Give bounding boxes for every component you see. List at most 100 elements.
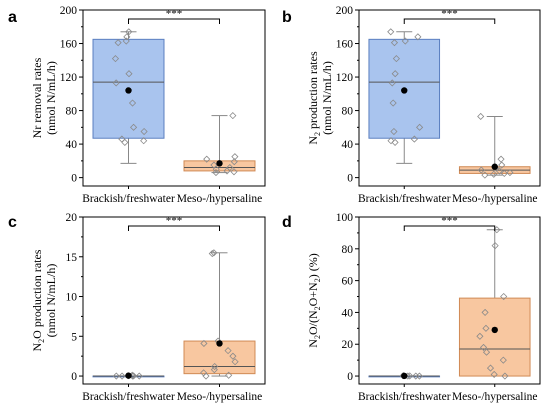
data-point [223,167,231,175]
mean-marker [401,87,408,94]
data-point [125,70,133,78]
data-point [135,372,143,380]
y-tick-label: 80 [66,106,78,118]
plot-frame [82,216,266,385]
data-point [392,55,400,63]
significance-bracket [128,18,220,24]
data-point [477,112,485,121]
plot-frame [82,9,266,187]
y-tick-label: 15 [66,252,78,264]
data-point [111,55,120,63]
significance-label: *** [441,8,458,20]
data-point [121,138,129,146]
y-tick-label: 40 [342,139,354,151]
x-category-label: Brackish/freshwater [358,391,451,403]
data-point [212,169,220,177]
data-point [500,292,508,301]
data-point [230,168,238,176]
data-point [495,167,503,175]
y-axis-unit: (nmol N/mL/h) [320,61,334,135]
y-axis-label: N2​O production rates [30,249,46,351]
data-point [210,366,218,374]
data-point [231,358,239,366]
y-axis-label: N2​O/(N2​O+N2​) (%) [306,253,322,347]
data-point [128,99,137,107]
data-point [412,372,420,380]
y-tick-label: 0 [347,173,353,185]
data-point [506,169,514,177]
significance-label: *** [166,215,183,227]
data-point [479,343,488,351]
x-category-label: Meso-/hypersaline [177,193,263,205]
data-point [140,137,148,145]
data-point [481,171,489,179]
y-tick-label: 200 [60,5,78,17]
plot-frame [358,9,541,187]
significance-label: *** [166,8,183,20]
y-tick-label: 60 [342,276,354,288]
y-tick-label: 10 [66,292,78,304]
mean-marker [125,87,132,94]
data-point [112,372,120,380]
data-point [229,352,237,360]
data-point [401,37,409,45]
data-point [490,170,498,178]
y-tick-label: 0 [347,371,353,383]
data-point [200,339,208,348]
x-category-label: Brackish/freshwater [82,193,175,205]
y-tick-label: 160 [336,39,354,51]
y-tick-label: 160 [60,39,78,51]
data-point [486,364,495,372]
y-tick-label: 0 [71,371,77,383]
data-point [498,161,506,169]
data-point [225,371,233,379]
y-axis-unit: (nmol N/mL/h) [44,61,58,135]
y-tick-label: 0 [71,173,77,185]
x-category-label: Meso-/hypersaline [452,391,538,403]
panel-letter: a [8,9,17,26]
mean-marker [491,326,498,334]
data-point [389,99,397,107]
data-point [212,165,220,173]
panel-letter: b [282,9,292,26]
y-tick-label: 40 [342,307,354,319]
data-point [211,362,219,371]
y-axis-unit: (nmol N/mL/h) [44,264,58,338]
data-point [208,250,216,258]
plot-frame [358,216,541,385]
x-category-label: Meso-/hypersaline [177,391,263,403]
y-tick-label: 80 [342,106,354,118]
box [458,297,531,377]
x-category-label: Brackish/freshwater [82,391,175,403]
data-point [499,356,507,364]
data-point [130,123,138,131]
data-point [391,70,399,78]
data-point [203,155,211,163]
mean-marker [125,372,132,379]
data-point [388,79,396,87]
panel-b: b 0 40 80 120 160 200 N2​ production rates(nmol… [282,5,541,205]
panel-c: c 0 5 10 15 20 N2​O production rates(nmol N/mL… [8,212,266,403]
data-point [230,158,238,166]
data-point [482,324,490,332]
data-point [476,332,484,340]
data-point [490,370,498,379]
data-point [202,372,210,380]
y-tick-label: 80 [342,244,354,256]
y-axis-label: N2​ production rates [306,51,322,145]
data-point [414,33,422,41]
data-point [497,155,505,163]
data-point [112,79,120,87]
mean-marker [216,340,223,347]
significance-bracket [403,225,496,231]
data-point [210,249,218,257]
data-point [122,37,130,45]
x-category-label: Brackish/freshwater [358,193,451,205]
y-tick-label: 40 [66,139,78,151]
data-point [118,372,126,380]
data-point [123,33,131,41]
mean-marker [401,372,408,380]
data-point [481,308,489,316]
data-point [477,166,485,174]
